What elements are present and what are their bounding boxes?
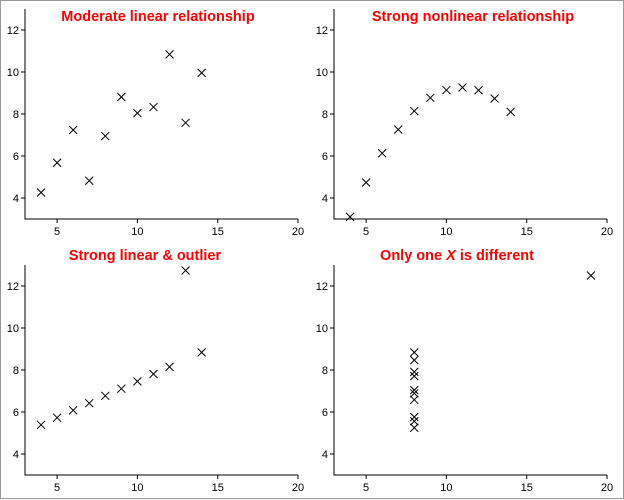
- data-point: [409, 385, 419, 395]
- data-point: [345, 212, 355, 222]
- axis-lines: [333, 265, 607, 476]
- data-point: [409, 371, 419, 381]
- y-tick-label: 6: [13, 151, 19, 163]
- y-tick-label: 6: [13, 407, 19, 419]
- data-point: [442, 85, 451, 95]
- y-tick-label: 12: [316, 25, 328, 37]
- chart-title: Strong linear & outlier: [69, 248, 222, 264]
- data-point: [409, 388, 419, 398]
- title-part: is different: [456, 248, 534, 264]
- data-point: [409, 367, 419, 377]
- data-point: [377, 148, 387, 158]
- y-tick-label: 6: [322, 407, 328, 419]
- x-tick-label: 20: [601, 482, 613, 494]
- x-tick-label: 20: [601, 226, 613, 238]
- chart-panel-one-x-different: 5 10 15 20 4 6 8 10 12 Only one X is different: [316, 248, 613, 494]
- axis-lines: [24, 265, 298, 476]
- chart-panel-linear-outlier: 5 10 15 20 4 6 8 10 12 Strong linear & outlier: [7, 248, 304, 494]
- chart-panel-strong-nonlinear: 5 10 15 20 4 6 8 10 12 Strong nonlinear relations…: [316, 9, 613, 238]
- title-part: Only one: [380, 248, 446, 264]
- data-point: [52, 413, 62, 423]
- data-point: [52, 158, 62, 168]
- y-tick-label: 12: [316, 281, 328, 293]
- y-tick-label: 12: [7, 281, 19, 293]
- x-tick-label: 20: [292, 226, 304, 238]
- data-point: [586, 271, 596, 280]
- data-point: [409, 348, 419, 357]
- y-tick-label: 8: [13, 365, 19, 377]
- data-point: [68, 125, 78, 135]
- data-point: [506, 107, 516, 117]
- chart-title: Only one X is different: [380, 248, 534, 264]
- x-tick-label: 15: [212, 482, 224, 494]
- x-tick-label: 15: [521, 226, 533, 238]
- chart-title: Strong nonlinear relationship: [372, 9, 574, 25]
- y-tick-label: 4: [13, 193, 19, 205]
- axis-lines: [333, 9, 607, 220]
- axis-lines: [24, 9, 298, 220]
- x-tick-label: 10: [131, 226, 143, 238]
- data-point: [68, 405, 78, 415]
- data-point: [100, 131, 110, 141]
- data-point: [100, 391, 110, 401]
- x-tick-label: 10: [131, 482, 143, 494]
- chart-title: Moderate linear relationship: [61, 9, 255, 25]
- chart-panel-moderate-linear: 5 10 15 20 4 6 8 10 12 Moderate linear relationsh…: [7, 9, 304, 238]
- data-point: [361, 178, 371, 187]
- y-tick-label: 4: [322, 449, 328, 461]
- data-point: [133, 376, 142, 386]
- x-tick-label: 20: [292, 482, 304, 494]
- data-point: [116, 384, 126, 394]
- data-point: [458, 83, 467, 92]
- data-point: [133, 108, 142, 118]
- data-point: [116, 92, 126, 102]
- y-tick-label: 10: [7, 323, 19, 335]
- x-tick-label: 15: [212, 226, 224, 238]
- data-point: [425, 93, 435, 103]
- x-tick-label: 5: [54, 226, 60, 238]
- y-tick-label: 4: [322, 193, 328, 205]
- data-point: [181, 266, 190, 275]
- data-point: [409, 416, 419, 426]
- data-point: [36, 420, 46, 430]
- data-point: [393, 125, 403, 134]
- y-tick-label: 10: [7, 67, 19, 79]
- data-point: [181, 118, 190, 128]
- x-tick-label: 10: [440, 482, 452, 494]
- y-tick-label: 10: [316, 323, 328, 335]
- x-tick-label: 5: [363, 226, 369, 238]
- data-point: [84, 176, 94, 186]
- y-tick-label: 12: [7, 25, 19, 37]
- x-tick-label: 15: [521, 482, 533, 494]
- data-point: [409, 106, 419, 116]
- data-point: [409, 423, 419, 433]
- x-tick-label: 10: [440, 226, 452, 238]
- data-point: [149, 102, 158, 112]
- data-point: [149, 369, 158, 379]
- data-point: [165, 50, 174, 59]
- data-point: [409, 395, 419, 405]
- data-point: [36, 188, 46, 197]
- y-tick-label: 8: [322, 365, 328, 377]
- data-point: [474, 85, 483, 95]
- data-point: [409, 355, 419, 365]
- y-tick-label: 8: [13, 109, 19, 121]
- x-tick-label: 5: [363, 482, 369, 494]
- x-tick-label: 5: [54, 482, 60, 494]
- data-point: [84, 398, 94, 408]
- y-tick-label: 4: [13, 449, 19, 461]
- data-point: [197, 68, 207, 78]
- data-point: [197, 348, 207, 357]
- y-tick-label: 10: [316, 67, 328, 79]
- y-tick-label: 6: [322, 151, 328, 163]
- y-tick-label: 8: [322, 109, 328, 121]
- data-point: [165, 362, 174, 372]
- title-italic-x: X: [445, 248, 457, 264]
- data-point: [409, 412, 419, 422]
- data-point: [490, 94, 499, 103]
